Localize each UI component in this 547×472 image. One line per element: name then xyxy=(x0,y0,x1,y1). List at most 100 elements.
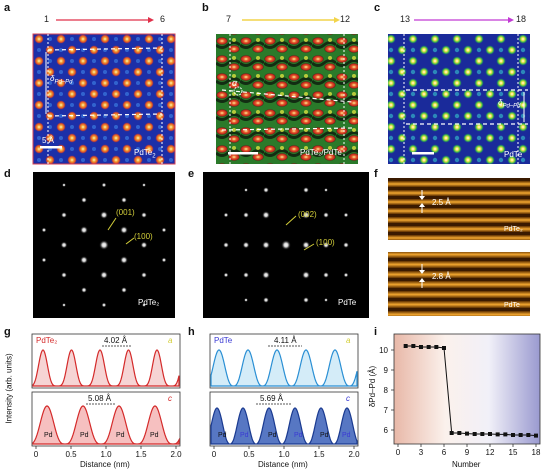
stm-panels-top xyxy=(32,17,530,165)
a-material-main: PdTe xyxy=(134,148,153,157)
h-top-distance: 4.11 Å xyxy=(274,336,297,345)
b-end-number: 12 xyxy=(340,14,351,24)
h-pd-label-1: Pd xyxy=(218,432,227,439)
i-y-tick-label: 10 xyxy=(379,346,388,355)
i-x-tick-label: 9 xyxy=(465,448,470,457)
h-x-axis-label: Distance (nm) xyxy=(258,460,308,469)
fft-image-e xyxy=(203,172,369,318)
a-material-sub: 2 xyxy=(152,153,156,160)
panel-letter-f: f xyxy=(374,168,378,180)
x-tick-label: 0 xyxy=(212,450,217,459)
g-pd-label-4: Pd xyxy=(150,432,159,439)
i-data-point xyxy=(534,433,538,438)
a-delta-subscript: Pd–Pd xyxy=(54,79,73,86)
a-start-number: 1 xyxy=(44,14,50,24)
i-data-point xyxy=(457,431,462,435)
b-start-number: 7 xyxy=(226,14,232,24)
f-top-value: 2.5 Å xyxy=(432,198,451,207)
profile-g-top xyxy=(31,333,181,389)
g-bottom-distance: 5.08 Å xyxy=(88,394,112,403)
c-material-label: PdTe xyxy=(504,150,523,159)
fft-image-d xyxy=(33,172,175,318)
i-x-tick-label: 18 xyxy=(532,448,541,457)
x-tick-label: 0 xyxy=(34,450,39,459)
i-data-point xyxy=(495,432,500,437)
i-y-axis-label: δPd–Pd (Å) xyxy=(368,365,378,408)
profile-g-bottom xyxy=(31,391,181,447)
d-spot2-label: (100) xyxy=(134,232,153,241)
i-ticks: 0 3 6 9 12 15 18 6 7 8 9 10 xyxy=(379,346,541,457)
i-data-point xyxy=(503,432,508,437)
i-data-point xyxy=(434,345,439,349)
i-y-tick-label: 6 xyxy=(384,426,389,435)
d-material-label: PdTe₂ xyxy=(138,298,160,307)
h-pd-label-3: Pd xyxy=(268,432,277,439)
h-top-axis: a xyxy=(346,336,351,345)
e-spot1-label: (002) xyxy=(298,210,317,219)
profile-h-bottom xyxy=(209,391,359,447)
stm-image-b xyxy=(216,34,358,164)
h-top-material: PdTe xyxy=(214,336,233,345)
i-x-tick-label: 0 xyxy=(396,448,401,457)
a-delta-symbol: δ xyxy=(50,74,55,83)
c-delta-subscript: Pd–Pd xyxy=(502,103,521,110)
i-x-tick-label: 3 xyxy=(419,448,424,457)
fft-panels xyxy=(33,172,530,318)
a-scale-bar-label: 5 Å xyxy=(42,136,55,145)
panel-letter-d: d xyxy=(4,168,11,180)
i-data-point xyxy=(419,345,423,349)
panel-letter-g: g xyxy=(4,326,11,338)
g-top-axis: a xyxy=(168,336,173,345)
i-data-point xyxy=(526,433,531,437)
panel-letter-h: h xyxy=(188,326,195,338)
i-data-point xyxy=(426,345,431,349)
x-tick-label: 1.0 xyxy=(100,450,112,459)
g-x-axis-label: Distance (nm) xyxy=(80,460,130,469)
i-data-point xyxy=(480,432,485,436)
i-data-point xyxy=(488,432,492,436)
stripe-image-f-top xyxy=(388,178,530,240)
stripe-image-f-bottom xyxy=(388,252,530,316)
a-material-label: PdTe2 xyxy=(134,148,156,160)
i-data-point xyxy=(403,344,408,348)
g-top-material: PdTe₂ xyxy=(36,336,58,345)
g-x-ticks: 0 0.5 1.0 1.5 2.0 xyxy=(34,446,182,459)
i-x-tick-label: 15 xyxy=(509,448,518,457)
i-data-point xyxy=(411,344,416,348)
h-x-ticks: 0 0.5 1.0 1.5 2.0 xyxy=(212,446,360,459)
h-pd-label-5: Pd xyxy=(320,432,329,439)
stm-image-a xyxy=(32,33,176,165)
i-x-tick-label: 6 xyxy=(442,448,447,457)
panel-letter-i: i xyxy=(374,326,378,338)
f-bottom-material: PdTe xyxy=(504,302,520,309)
x-tick-label: 2.0 xyxy=(348,450,360,459)
i-y-tick-label: 7 xyxy=(384,406,389,415)
c-end-number: 18 xyxy=(516,14,527,24)
x-tick-label: 1.5 xyxy=(135,450,147,459)
i-data-point xyxy=(442,346,446,350)
h-bottom-distance: 5.69 Å xyxy=(260,394,284,403)
panel-letter-a: a xyxy=(4,2,11,14)
c-delta-label: δPd–Pd xyxy=(498,98,520,110)
i-data-point xyxy=(449,431,454,435)
e-spot2-label: (100) xyxy=(316,238,335,247)
b-material-label: PdTe₂/PdTe xyxy=(300,148,342,157)
g-pd-label-1: Pd xyxy=(44,432,53,439)
c-start-number: 13 xyxy=(400,14,411,24)
i-data-point xyxy=(465,431,469,436)
i-data-point xyxy=(518,433,523,437)
panel-letter-e: e xyxy=(188,168,195,180)
i-y-tick-label: 8 xyxy=(384,386,389,395)
d-spot1-label: (001) xyxy=(116,208,135,217)
i-points xyxy=(403,344,538,438)
e-material-label: PdTe xyxy=(338,298,357,307)
x-tick-label: 2.0 xyxy=(170,450,182,459)
panel-letter-c: c xyxy=(374,2,381,14)
g-top-distance: 4.02 Å xyxy=(104,336,128,345)
g-pd-label-2: Pd xyxy=(80,432,89,439)
panel-letter-b: b xyxy=(202,2,209,14)
x-tick-label: 0.5 xyxy=(65,450,77,459)
i-data-point xyxy=(511,433,515,437)
i-data-point xyxy=(472,432,477,436)
